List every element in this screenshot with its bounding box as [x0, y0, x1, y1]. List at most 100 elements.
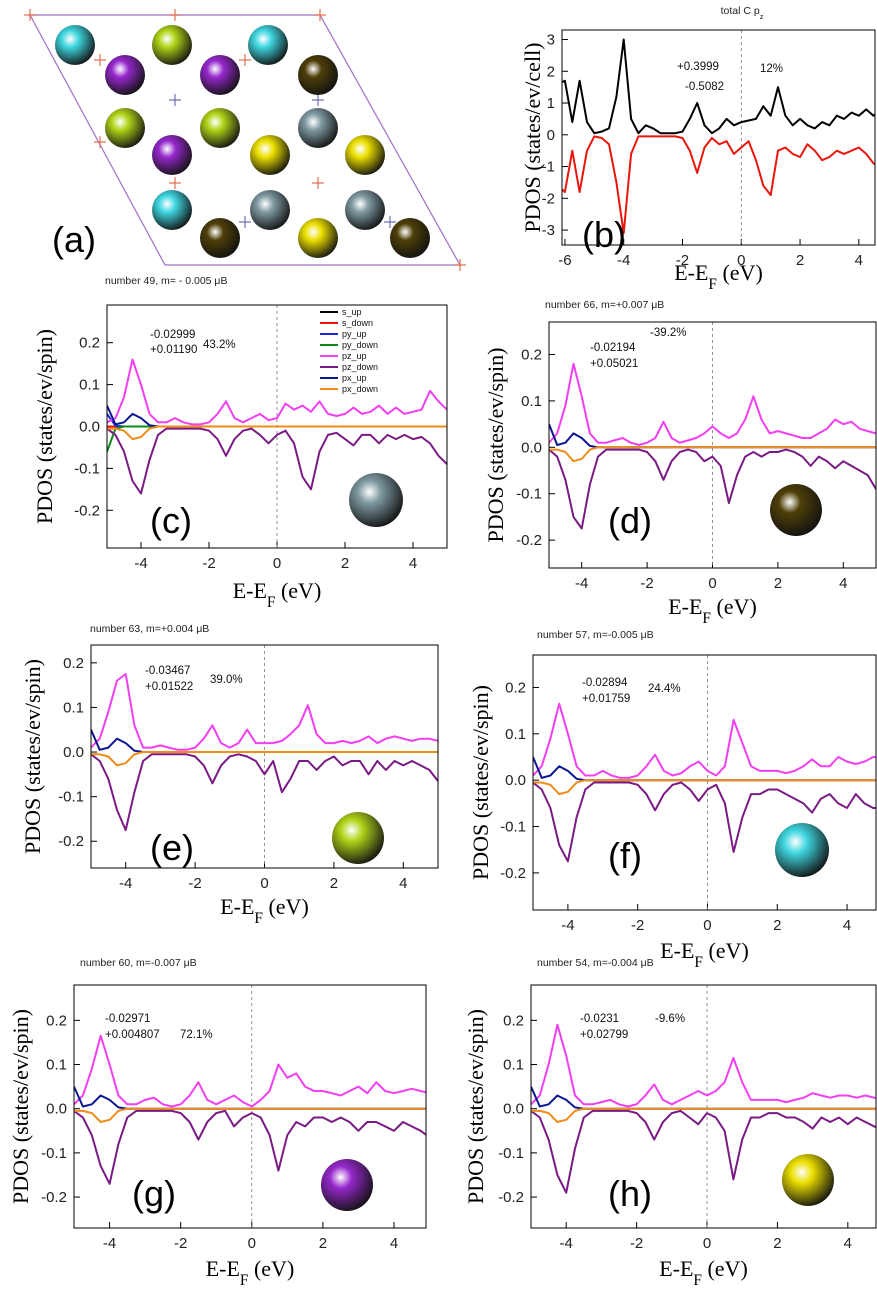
plot-frame — [532, 654, 877, 911]
y-tick-label: -0.2 — [41, 1189, 67, 1206]
series-group — [74, 1034, 426, 1185]
y-tick-label: 0.2 — [521, 346, 542, 363]
y-tick-label: -0.1 — [74, 460, 100, 477]
y-axis-label: PDOS (states/ev/cell) — [520, 42, 545, 232]
x-tick-label: -2 — [202, 555, 215, 572]
annotation: -0.03467 — [145, 665, 190, 677]
site-marker — [312, 177, 324, 189]
annotation: +0.05021 — [590, 358, 638, 370]
series-line — [549, 448, 876, 530]
x-tick-label: 0 — [703, 1235, 711, 1252]
chart-title: number 60, m=-0.007 μB — [80, 957, 197, 969]
series-line — [74, 1109, 426, 1185]
x-axis-label-part: E-E — [233, 578, 267, 603]
x-tick-label: 2 — [319, 1235, 327, 1252]
series-group — [91, 673, 438, 832]
plot-frame — [106, 304, 448, 549]
y-tick-label: 0.1 — [505, 726, 526, 743]
y-tick-label: -1 — [542, 159, 555, 176]
site-marker — [312, 94, 324, 106]
legend-label: s_down — [342, 318, 373, 328]
chart-title-part: number 57, m=-0.005 μB — [537, 629, 654, 641]
site-marker — [94, 54, 106, 66]
site-marker — [24, 9, 36, 21]
x-tick-label: -2 — [188, 875, 201, 892]
series-line — [549, 362, 876, 446]
plot-frame — [548, 321, 877, 569]
panel-label: (e) — [150, 827, 194, 868]
plot-frame — [73, 984, 427, 1229]
y-tick-label: 0.2 — [503, 1012, 524, 1029]
annotation: +0.01759 — [582, 693, 630, 705]
y-tick-label: -0.1 — [500, 819, 526, 836]
y-tick-label: -0.1 — [498, 1145, 524, 1162]
chart-title: number 63, m=+0.004 μB — [90, 623, 209, 635]
chart-title: total C pz — [721, 5, 764, 21]
chart-title-part: z — [760, 12, 764, 21]
atom-sphere — [770, 484, 822, 536]
atom-sphere — [152, 25, 192, 65]
legend-label: px_up — [342, 373, 367, 383]
series-line — [91, 673, 438, 751]
x-axis-label-part: E-E — [674, 260, 708, 285]
series-group — [531, 1023, 876, 1194]
y-tick-label: 0.1 — [521, 393, 542, 410]
x-tick-label: -4 — [103, 1235, 116, 1252]
atom-sphere — [775, 823, 829, 877]
chart-panel: number 66, m=+0.007 μB -4 -2 0 2 4 -0.2 -0.1 0.0… — [483, 299, 877, 627]
annotation: +0.01522 — [145, 681, 193, 693]
x-tick-label: 2 — [773, 1235, 781, 1252]
panel-label: (c) — [150, 500, 192, 541]
chart-title-part: number 66, m=+0.007 μB — [545, 299, 664, 311]
legend-label: px_down — [342, 384, 378, 394]
y-tick-label: 0.2 — [79, 335, 100, 352]
atom-sphere — [248, 25, 288, 65]
site-marker — [239, 54, 251, 66]
series-line — [533, 702, 876, 779]
x-axis-label-part: E-E — [659, 1256, 693, 1281]
series-line — [562, 135, 875, 235]
legend-label: py_down — [342, 340, 378, 350]
annotation: 39.0% — [210, 674, 243, 686]
y-tick-label: -0.2 — [58, 833, 84, 850]
x-tick-label: 0 — [708, 575, 716, 592]
legend-label: pz_up — [342, 351, 367, 361]
panel-label: (f) — [608, 835, 642, 876]
panel-label: (b) — [582, 214, 626, 255]
chart-panel: number 60, m=-0.007 μB -4 -2 0 2 4 -0.2 -0.1 0.0… — [8, 957, 427, 1289]
plot-frame — [90, 644, 439, 869]
series-line — [549, 446, 876, 463]
atom-sphere — [298, 55, 338, 95]
x-tick-label: -2 — [631, 917, 644, 934]
atom-sphere — [55, 25, 95, 65]
annotation: -0.02894 — [582, 677, 628, 689]
x-axis-label: E-EF (eV) — [660, 938, 749, 971]
annotation: 24.4% — [648, 683, 681, 695]
y-tick-label: 0.1 — [46, 1057, 67, 1074]
y-tick-label: 0 — [547, 127, 555, 144]
x-tick-label: 4 — [839, 575, 847, 592]
y-axis-label: PDOS (states/ev/spin) — [483, 348, 508, 543]
atom-sphere — [250, 135, 290, 175]
chart-panel: number 63, m=+0.004 μB -4 -2 0 2 4 -0.2 -0.1 0.0… — [20, 623, 439, 927]
site-marker — [314, 9, 326, 21]
y-tick-label: -0.1 — [58, 789, 84, 806]
series-line — [91, 751, 438, 767]
chart-title-part: number 49, m= - 0.005 μB — [105, 275, 228, 287]
x-axis-label-part: (eV) — [711, 594, 757, 619]
x-axis-label-part: (eV) — [263, 894, 309, 919]
atom-sphere — [105, 55, 145, 95]
y-tick-label: -0.1 — [516, 486, 542, 503]
x-axis-label: E-EF (eV) — [220, 894, 309, 927]
chart-title-part: number 63, m=+0.004 μB — [90, 623, 209, 635]
y-tick-label: 0.1 — [63, 699, 84, 716]
series-line — [531, 1023, 876, 1108]
x-axis-label-part: F — [708, 276, 717, 293]
atom-sphere — [345, 135, 385, 175]
x-axis-label-part: F — [702, 610, 711, 627]
chart-panel: number 49, m= - 0.005 μB -4 -2 0 2 4 -0.2 -0.1 0… — [32, 275, 448, 611]
series-group — [533, 702, 876, 863]
series-line — [107, 358, 447, 426]
y-tick-label: 0.0 — [505, 772, 526, 789]
